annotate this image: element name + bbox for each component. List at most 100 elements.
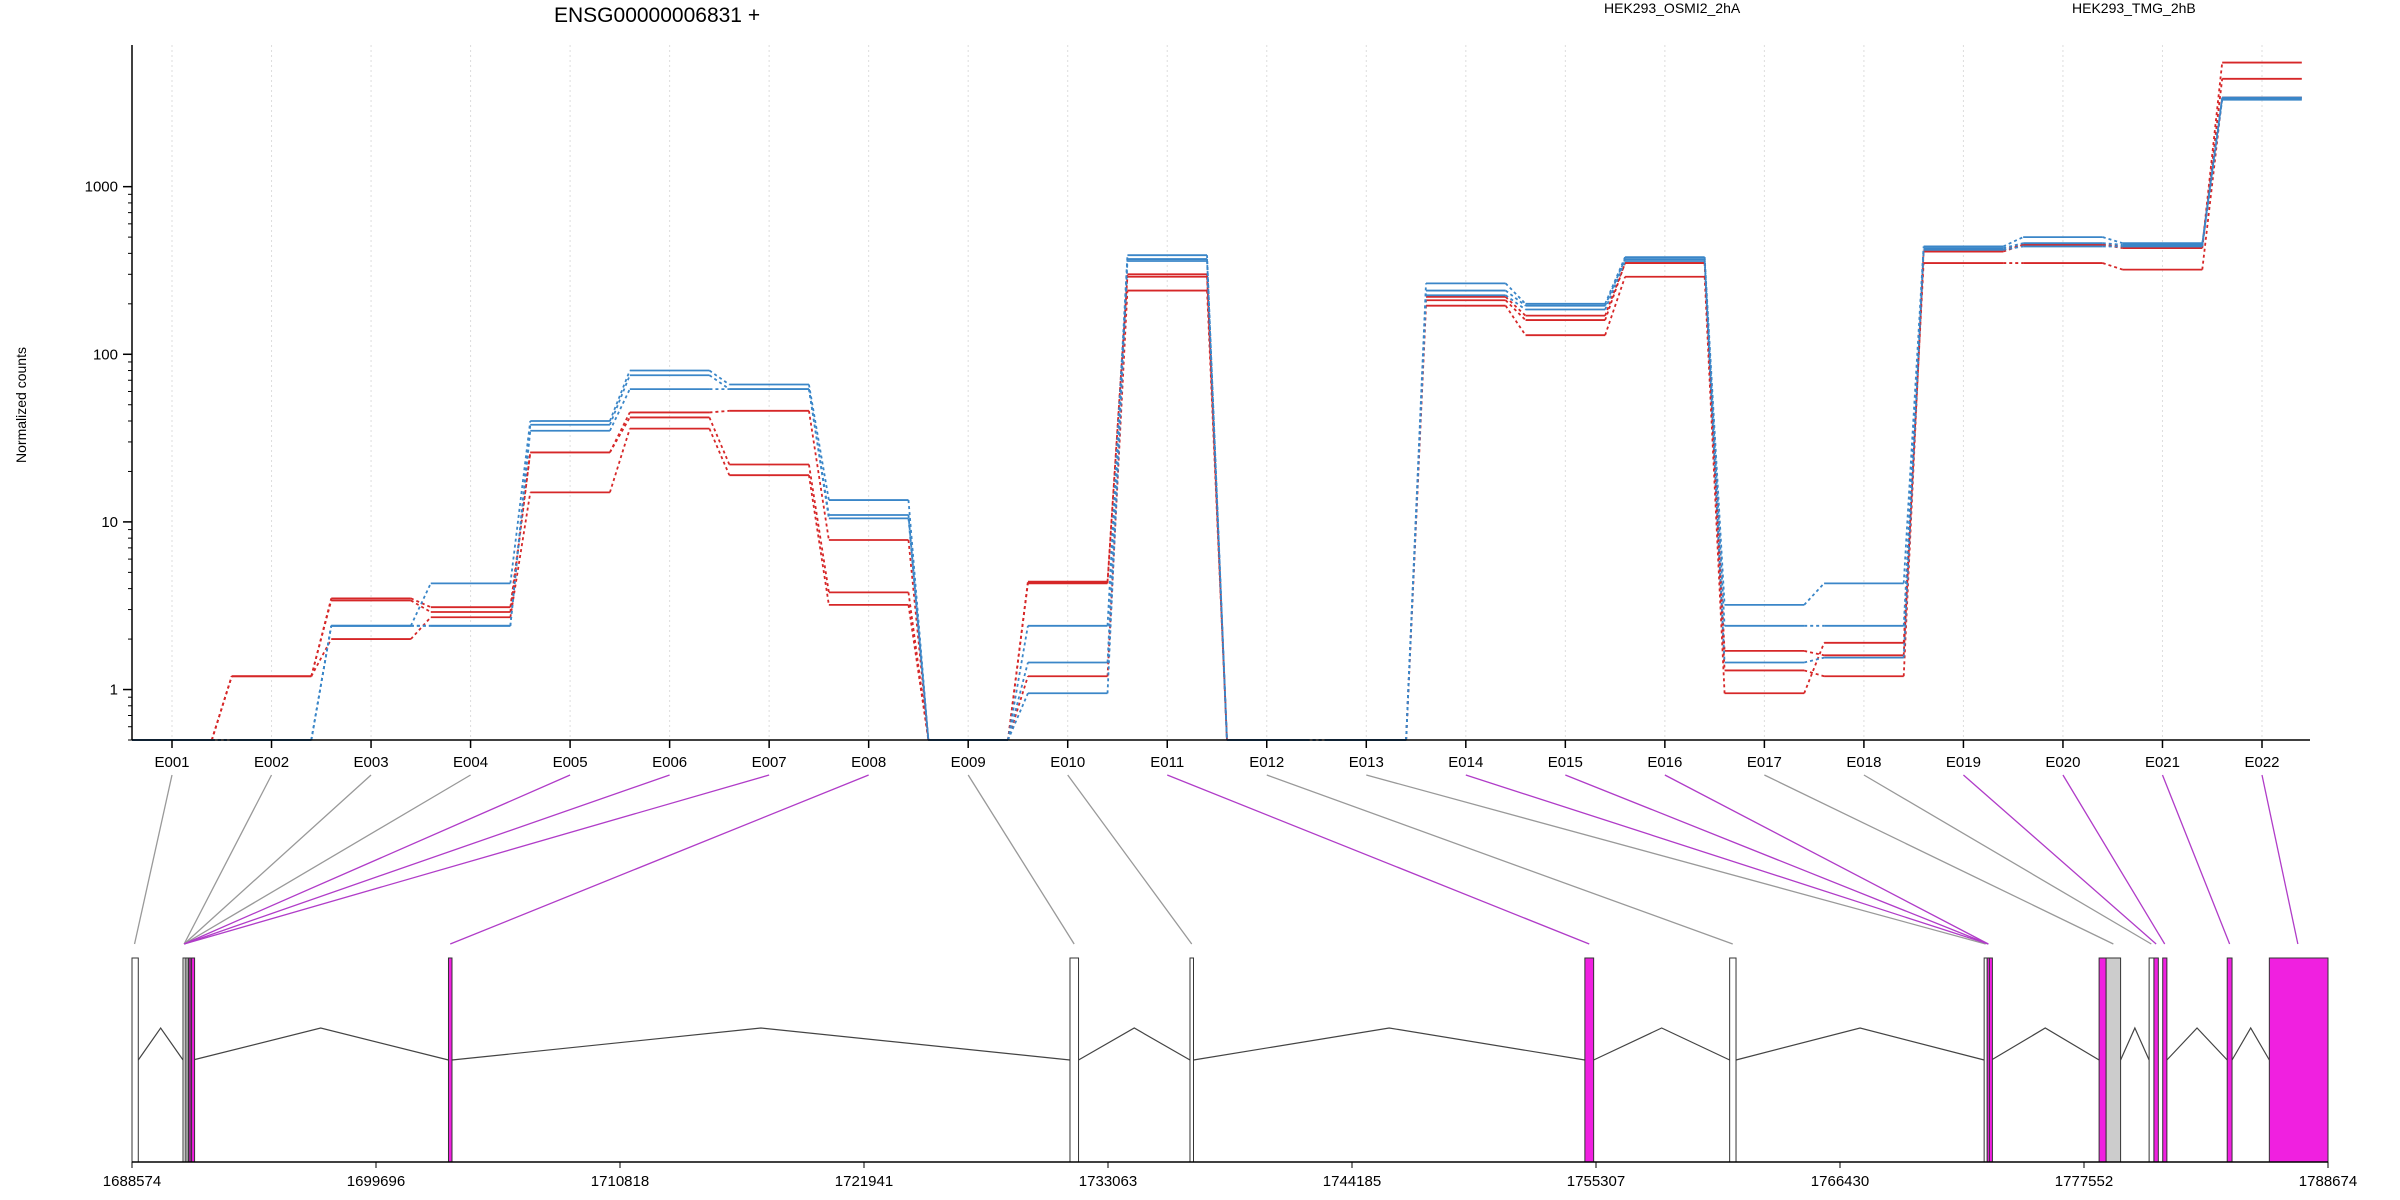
exon-E021 xyxy=(2226,957,2233,1163)
connector-E018 xyxy=(1863,774,2152,945)
x-tick-label-E007: E007 xyxy=(752,754,787,771)
exon-E009 xyxy=(1069,957,1080,1163)
connector-E003 xyxy=(183,774,372,945)
connector-E021 xyxy=(2161,774,2231,945)
series-2-link-E020 xyxy=(2102,262,2123,271)
series-5-link-E011 xyxy=(1206,260,1228,741)
series-2-link-E001 xyxy=(210,675,233,741)
intron-E008 xyxy=(451,1027,1071,1061)
intron-E020 xyxy=(2166,1027,2228,1061)
series-5-link-E021 xyxy=(2201,98,2224,247)
exon-E016 xyxy=(2098,957,2107,1163)
series-4-link-E008 xyxy=(907,514,930,741)
x-tick-label-E006: E006 xyxy=(652,754,687,771)
series-0-link-E017 xyxy=(1803,650,1825,657)
series-0-link-E007 xyxy=(808,410,830,541)
plot-gridlines xyxy=(171,45,2263,740)
x-tick-label-E003: E003 xyxy=(354,754,389,771)
connector-E006 xyxy=(183,774,670,945)
x-tick-label-E014: E014 xyxy=(1448,754,1483,771)
series-1-link-E014 xyxy=(1504,299,1527,321)
intron-E015 xyxy=(1991,1027,2100,1061)
series-1-link-E003 xyxy=(410,599,432,613)
series-4-link-E011 xyxy=(1206,259,1228,741)
intron-E012 xyxy=(1735,1027,1985,1061)
x-tick-label-E005: E005 xyxy=(553,754,588,771)
series-3-link-E009 xyxy=(1007,625,1029,741)
series-1-link-E005 xyxy=(609,416,631,453)
connector-E011 xyxy=(1166,774,1590,945)
series-2-link-E005 xyxy=(609,428,631,493)
series-2-link-E008 xyxy=(907,604,930,741)
connector-E016 xyxy=(1664,774,1989,945)
connector-E015 xyxy=(1565,774,1989,945)
genomic-tick-label-1699696: 1699696 xyxy=(347,1173,405,1190)
exon-E001 xyxy=(131,957,139,1163)
genomic-tick-label-1744185: 1744185 xyxy=(1323,1173,1381,1190)
series-1-link-E002 xyxy=(310,600,333,677)
x-tick-label-E011: E011 xyxy=(1150,754,1184,771)
x-tick-label-E020: E020 xyxy=(2045,754,2080,771)
series-4-link-E015 xyxy=(1604,258,1626,307)
series-3-link-E016 xyxy=(1703,257,1726,605)
x-tick-label-E004: E004 xyxy=(453,754,488,771)
x-tick-label-E001: E001 xyxy=(154,754,189,771)
series-5-link-E005 xyxy=(609,388,631,432)
series-5-link-E007 xyxy=(808,388,830,519)
legend-entry-tmg: HEK293_TMG_2hB xyxy=(2072,0,2196,16)
series-5-link-E008 xyxy=(907,518,930,741)
series-3-link-E017 xyxy=(1803,582,1825,606)
genomic-tick-label-1766430: 1766430 xyxy=(1811,1173,1869,1190)
series-1-link-E017 xyxy=(1803,669,1825,678)
series-2-link-E009 xyxy=(1007,675,1029,741)
connector-E017 xyxy=(1764,774,2114,945)
series-1-link-E007 xyxy=(808,464,830,593)
genomic-tick-label-1777552: 1777552 xyxy=(2055,1173,2113,1190)
series-2-link-E004 xyxy=(509,492,532,618)
x-tick-label-E019: E019 xyxy=(1946,754,1981,771)
series-1-link-E008 xyxy=(907,592,930,741)
series-3-link-E019 xyxy=(2002,236,2024,248)
x-tick-label-E012: E012 xyxy=(1249,754,1284,771)
legend-entry-osmi: HEK293_OSMI2_2hA xyxy=(1604,0,1741,16)
connector-E022 xyxy=(2261,774,2299,945)
exon-E008 xyxy=(447,957,453,1163)
genomic-tick-label-1710818: 1710818 xyxy=(591,1173,649,1190)
connector-E009 xyxy=(967,774,1075,945)
exon-E019 xyxy=(2153,957,2159,1163)
y-tick-label-100: 100 xyxy=(93,346,118,363)
series-1-link-E021 xyxy=(2201,78,2224,249)
series-2-link-E002 xyxy=(310,638,333,677)
series-4-link-E016 xyxy=(1703,258,1726,626)
x-tick-label-E016: E016 xyxy=(1647,754,1682,771)
y-tick-label-1000: 1000 xyxy=(85,179,118,196)
series-2-link-E003 xyxy=(410,616,432,640)
exon-E012 xyxy=(1729,957,1737,1163)
exon-E007 xyxy=(191,957,196,1163)
series-4-link-E014 xyxy=(1505,289,1527,307)
x-tick-label-E013: E013 xyxy=(1349,754,1384,771)
exon-connectors xyxy=(133,774,2299,945)
series-4-link-E009 xyxy=(1007,662,1029,741)
connector-E019 xyxy=(1963,774,2157,945)
connector-E007 xyxy=(183,774,770,945)
x-tick-label-E009: E009 xyxy=(951,754,986,771)
series-2-link-E006 xyxy=(708,428,731,476)
series-4-link-E005 xyxy=(609,374,631,426)
series-5-link-E009 xyxy=(1007,692,1029,741)
series-0-link-E019 xyxy=(2003,243,2024,251)
x-tick-label-E002: E002 xyxy=(254,754,289,771)
intron-E021 xyxy=(2231,1026,2270,1061)
connector-E014 xyxy=(1465,774,1989,945)
intron-E017 xyxy=(2120,1026,2150,1061)
series-5-link-E018 xyxy=(1902,249,1925,658)
y-axis-label: Normalized counts xyxy=(13,347,29,463)
series-0-link-E014 xyxy=(1505,296,1527,317)
connector-E013 xyxy=(1366,774,1986,945)
connector-E020 xyxy=(2062,774,2166,945)
series-4-link-E006 xyxy=(708,374,730,390)
series-4-link-E019 xyxy=(2003,242,2024,249)
genomic-tick-label-1721941: 1721941 xyxy=(835,1173,893,1190)
exon-E010 xyxy=(1189,957,1194,1163)
series-5-link-E016 xyxy=(1703,260,1726,663)
